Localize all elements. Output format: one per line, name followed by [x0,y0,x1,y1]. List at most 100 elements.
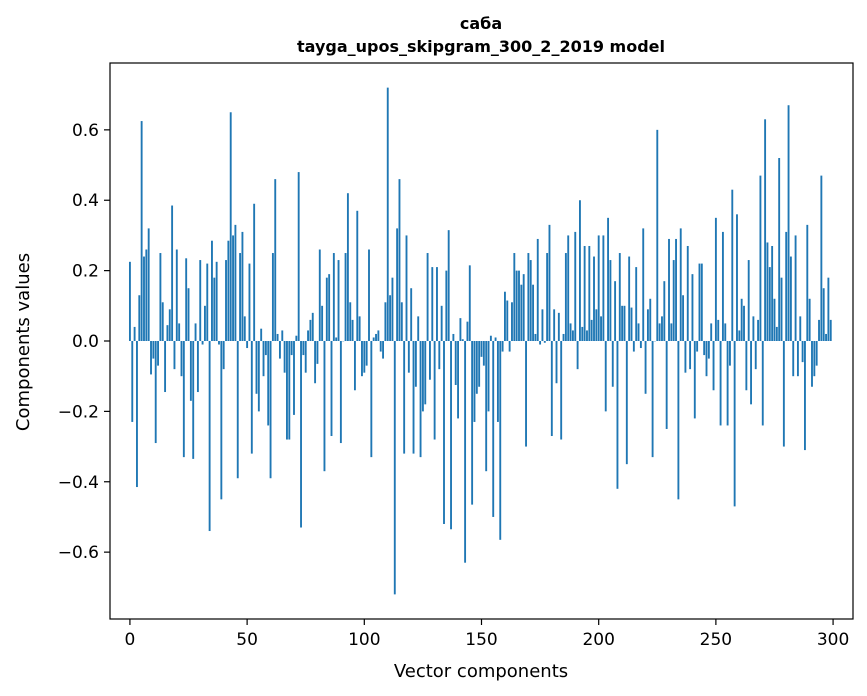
bar-29 [196,341,199,393]
bar-243 [698,263,701,341]
y-tick-label: 0.2 [72,262,99,282]
bar-279 [782,341,785,447]
bar-90 [339,341,342,444]
bar-261 [740,298,743,341]
bar-220 [644,341,647,394]
bar-173 [534,333,537,341]
y-tick-label: −0.4 [58,473,99,493]
bar-159 [501,341,504,352]
bar-115 [398,179,401,341]
bar-298 [827,277,830,341]
bar-183 [557,312,560,341]
bar-204 [607,217,610,341]
bar-286 [799,316,802,341]
bar-80 [316,341,319,364]
bar-85 [328,274,331,341]
bar-138 [452,333,455,341]
bar-214 [630,307,633,341]
bar-145 [468,265,471,341]
bar-4 [138,295,141,341]
bar-149 [478,341,481,387]
bar-144 [466,321,469,341]
bar-284 [794,235,797,341]
bar-211 [623,305,626,341]
bar-176 [541,309,544,341]
bar-140 [457,341,459,419]
bar-165 [515,270,518,341]
bar-33 [206,263,209,341]
bar-197 [590,319,593,341]
bar-265 [750,341,752,405]
bar-291 [811,341,813,387]
bar-135 [445,270,448,341]
bar-299 [829,319,832,341]
bar-141 [459,318,462,341]
bar-225 [656,129,659,341]
bar-23 [182,341,185,458]
bar-263 [745,341,748,391]
bar-201 [600,316,602,341]
bar-123 [417,316,420,341]
bar-102 [368,249,370,341]
bar-26 [189,341,192,401]
bar-28 [194,323,197,341]
bar-209 [618,253,621,341]
bar-162 [508,341,511,352]
bar-34 [208,341,211,532]
bar-186 [564,253,567,341]
bar-100 [363,341,366,373]
bar-285 [796,341,799,377]
bar-24 [185,258,188,341]
bar-75 [304,341,307,373]
bar-31 [201,341,204,345]
bar-11 [154,341,157,444]
bar-116 [400,302,403,341]
bar-223 [651,341,654,458]
bar-272 [766,242,769,341]
bar-42 [227,240,230,341]
bar-30 [199,260,202,341]
bar-228 [663,281,666,341]
bar-170 [527,253,530,341]
bar-134 [443,341,445,524]
x-tick-label: 200 [582,630,614,650]
bar-207 [614,281,617,341]
bar-169 [525,341,527,447]
bar-193 [581,326,584,341]
bar-246 [705,341,708,377]
bar-266 [752,316,755,341]
bar-17 [168,309,171,341]
bar-213 [628,256,631,341]
bar-127 [426,253,429,341]
y-tick-label: −0.6 [58,543,99,563]
bar-174 [536,238,539,341]
bar-61 [271,253,274,341]
bar-190 [574,231,577,341]
bar-67 [286,341,288,440]
bar-200 [597,235,600,341]
y-tick-label: −0.2 [58,402,99,422]
bar-253 [721,231,724,341]
bar-25 [187,288,190,341]
bar-244 [700,263,703,341]
bar-119 [407,341,410,373]
bar-154 [489,335,492,341]
bar-69 [290,341,293,356]
bar-3 [136,341,138,488]
bar-242 [696,341,699,352]
bar-139 [454,341,457,385]
bar-72 [297,172,300,341]
bar-276 [775,326,778,341]
bar-238 [686,245,689,341]
bar-259 [736,214,738,341]
bar-51 [248,263,251,341]
bar-236 [682,295,685,341]
bar-57 [262,341,265,377]
bar-191 [576,341,579,370]
bar-39 [220,341,223,500]
bar-9 [150,341,152,375]
bar-20 [175,249,178,341]
bar-8 [147,228,150,341]
bar-58 [264,341,267,356]
bar-37 [215,261,218,341]
